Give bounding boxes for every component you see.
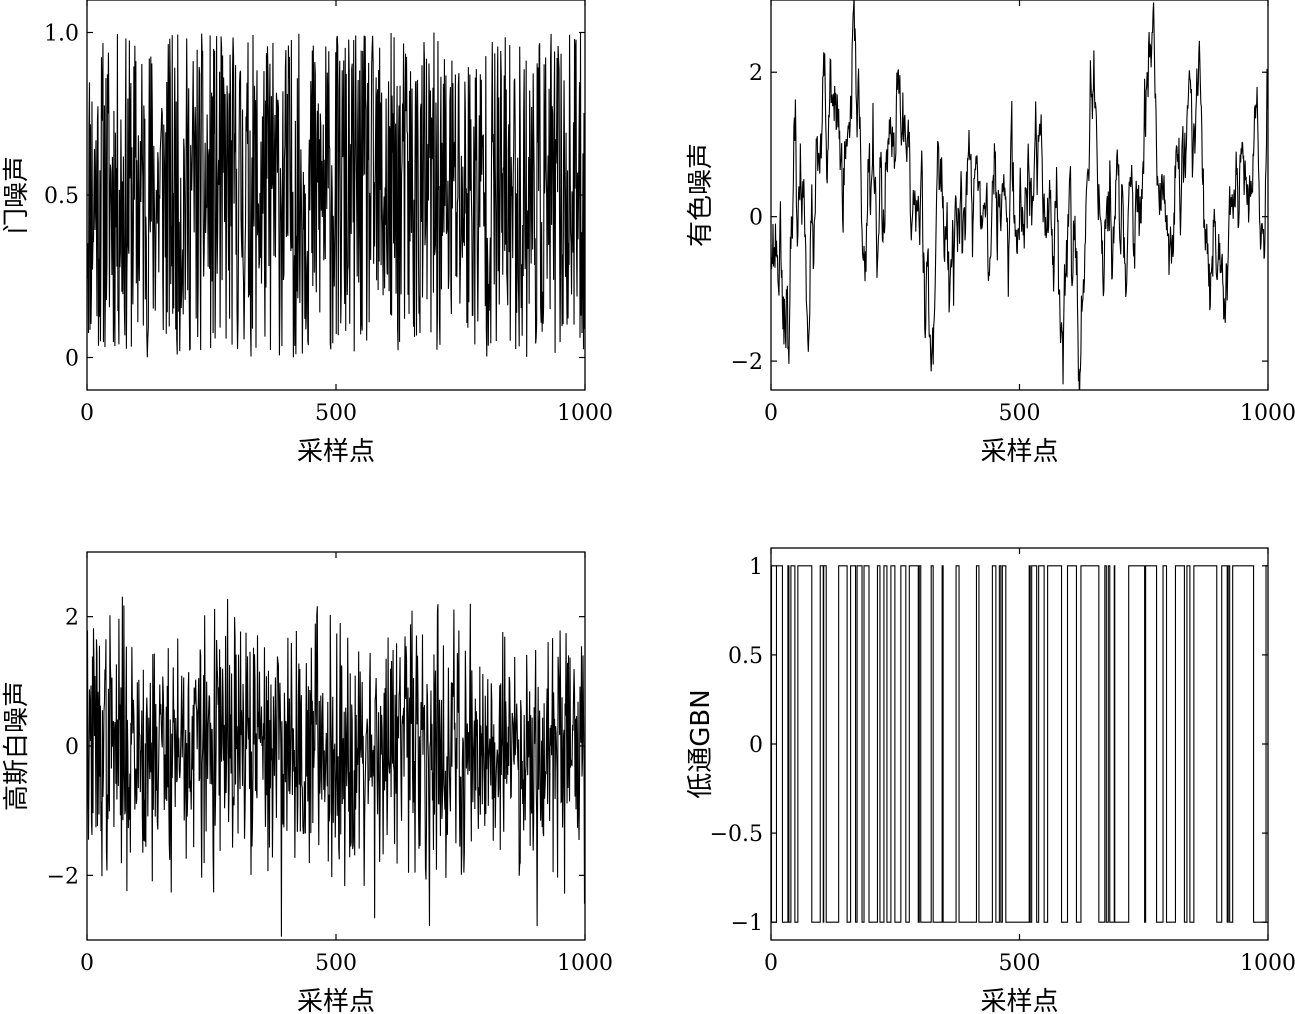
y-tick-label: 0 xyxy=(65,735,79,760)
chart-panel-1: 0 500 1000 0 0.5 1.0 采样点 门噪声 xyxy=(2,0,613,467)
y-tick-label: −1 xyxy=(731,911,763,936)
x-tick-label: 500 xyxy=(999,401,1041,426)
x-tick-label: 0 xyxy=(80,951,94,976)
series-line-1 xyxy=(771,565,1268,923)
x-tick-label: 1000 xyxy=(1240,951,1295,976)
x-axis-label: 采样点 xyxy=(297,987,375,1014)
y-tick-label: 1 xyxy=(749,555,763,580)
x-tick-label: 500 xyxy=(315,951,357,976)
y-axis-label: 门噪声 xyxy=(2,156,32,234)
y-tick-label: −2 xyxy=(731,350,763,375)
chart-panel-3: 0 500 1000 −2 0 2 采样点 高斯白噪声 xyxy=(2,551,613,1014)
y-tick-label: 0 xyxy=(65,347,79,372)
x-tick-label: 0 xyxy=(764,401,778,426)
x-axis-label: 采样点 xyxy=(980,437,1058,467)
chart-panel-2: 0 500 1000 −2 0 2 采样点 有色噪声 xyxy=(686,0,1295,467)
x-tick-label: 500 xyxy=(315,401,357,426)
y-tick-label: 0 xyxy=(749,206,763,231)
y-axis-label: 有色噪声 xyxy=(686,143,716,247)
y-tick-label: −2 xyxy=(47,864,79,889)
series-line-1 xyxy=(771,0,1268,390)
y-tick-label: 0.5 xyxy=(728,644,763,669)
series-line-1 xyxy=(87,596,585,937)
y-tick-label: 0 xyxy=(749,733,763,758)
x-axis-label: 采样点 xyxy=(980,987,1058,1014)
series-line-1 xyxy=(87,32,585,358)
x-tick-label: 1000 xyxy=(557,401,613,426)
y-tick-label: −0.5 xyxy=(710,822,763,847)
x-tick-label: 0 xyxy=(764,951,778,976)
y-axis-label: 高斯白噪声 xyxy=(2,681,32,811)
y-axis-label: 低通GBN xyxy=(686,689,716,798)
x-tick-label: 500 xyxy=(999,951,1041,976)
y-tick-label: 2 xyxy=(749,61,763,86)
chart-panel-4: 0 500 1000 −1 −0.5 0 0.5 1 采样点 低通GBN xyxy=(686,547,1295,1014)
x-axis-label: 采样点 xyxy=(297,437,375,467)
x-tick-label: 1000 xyxy=(1240,401,1295,426)
x-tick-label: 1000 xyxy=(557,951,613,976)
y-tick-label: 1.0 xyxy=(44,22,79,47)
y-tick-label: 2 xyxy=(65,606,79,631)
x-tick-label: 0 xyxy=(80,401,94,426)
y-tick-label: 0.5 xyxy=(44,184,79,209)
